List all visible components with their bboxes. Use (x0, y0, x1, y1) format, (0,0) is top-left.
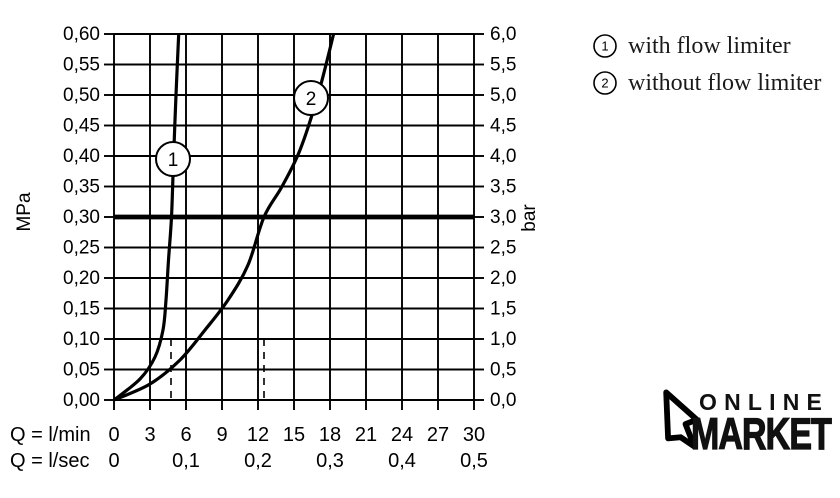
svg-text:MPa: MPa (14, 192, 35, 232)
svg-text:1,0: 1,0 (490, 329, 516, 350)
svg-text:0,15: 0,15 (63, 299, 100, 320)
svg-text:0,60: 0,60 (63, 24, 100, 45)
svg-text:30: 30 (463, 424, 485, 446)
svg-text:0,45: 0,45 (63, 116, 100, 137)
svg-text:21: 21 (355, 424, 377, 446)
svg-text:0,55: 0,55 (63, 55, 100, 76)
svg-text:0,25: 0,25 (63, 238, 100, 259)
svg-text:15: 15 (283, 424, 305, 446)
svg-text:0,50: 0,50 (63, 85, 100, 106)
svg-text:0,30: 0,30 (63, 207, 100, 228)
svg-text:6,0: 6,0 (490, 24, 516, 45)
svg-text:0,20: 0,20 (63, 268, 100, 289)
svg-text:0,40: 0,40 (63, 146, 100, 167)
svg-text:3,5: 3,5 (490, 177, 516, 198)
svg-text:0,35: 0,35 (63, 177, 100, 198)
svg-text:0,2: 0,2 (244, 450, 272, 472)
svg-text:Q = l/min: Q = l/min (10, 424, 91, 446)
svg-text:3,0: 3,0 (490, 207, 516, 228)
svg-text:1: 1 (168, 150, 179, 171)
svg-text:2,5: 2,5 (490, 238, 516, 259)
svg-text:0,4: 0,4 (388, 450, 416, 472)
svg-text:0: 0 (108, 424, 119, 446)
svg-text:2: 2 (306, 89, 317, 110)
svg-text:6: 6 (180, 424, 191, 446)
svg-text:MARKET: MARKET (691, 410, 832, 460)
svg-text:4,5: 4,5 (490, 116, 516, 137)
svg-text:without flow limiter: without flow limiter (628, 70, 821, 96)
svg-text:18: 18 (319, 424, 341, 446)
svg-text:bar: bar (519, 204, 540, 232)
svg-text:0,05: 0,05 (63, 360, 100, 381)
svg-text:0,5: 0,5 (460, 450, 488, 472)
svg-text:5,0: 5,0 (490, 85, 516, 106)
svg-text:12: 12 (247, 424, 269, 446)
svg-text:0,0: 0,0 (490, 390, 516, 411)
svg-text:24: 24 (391, 424, 413, 446)
svg-text:4,0: 4,0 (490, 146, 516, 167)
svg-text:3: 3 (144, 424, 155, 446)
svg-text:0,5: 0,5 (490, 360, 516, 381)
svg-text:0,3: 0,3 (316, 450, 344, 472)
svg-text:2,0: 2,0 (490, 268, 516, 289)
svg-text:0,10: 0,10 (63, 329, 100, 350)
svg-text:0,1: 0,1 (172, 450, 200, 472)
svg-text:27: 27 (427, 424, 449, 446)
svg-text:5,5: 5,5 (490, 55, 516, 76)
svg-text:0,00: 0,00 (63, 390, 100, 411)
svg-text:0: 0 (108, 450, 119, 472)
svg-text:9: 9 (216, 424, 227, 446)
svg-text:Q = l/sec: Q = l/sec (10, 450, 89, 472)
svg-text:1: 1 (601, 39, 608, 54)
svg-text:2: 2 (601, 76, 608, 91)
svg-text:1,5: 1,5 (490, 299, 516, 320)
svg-text:with flow limiter: with flow limiter (628, 33, 791, 59)
